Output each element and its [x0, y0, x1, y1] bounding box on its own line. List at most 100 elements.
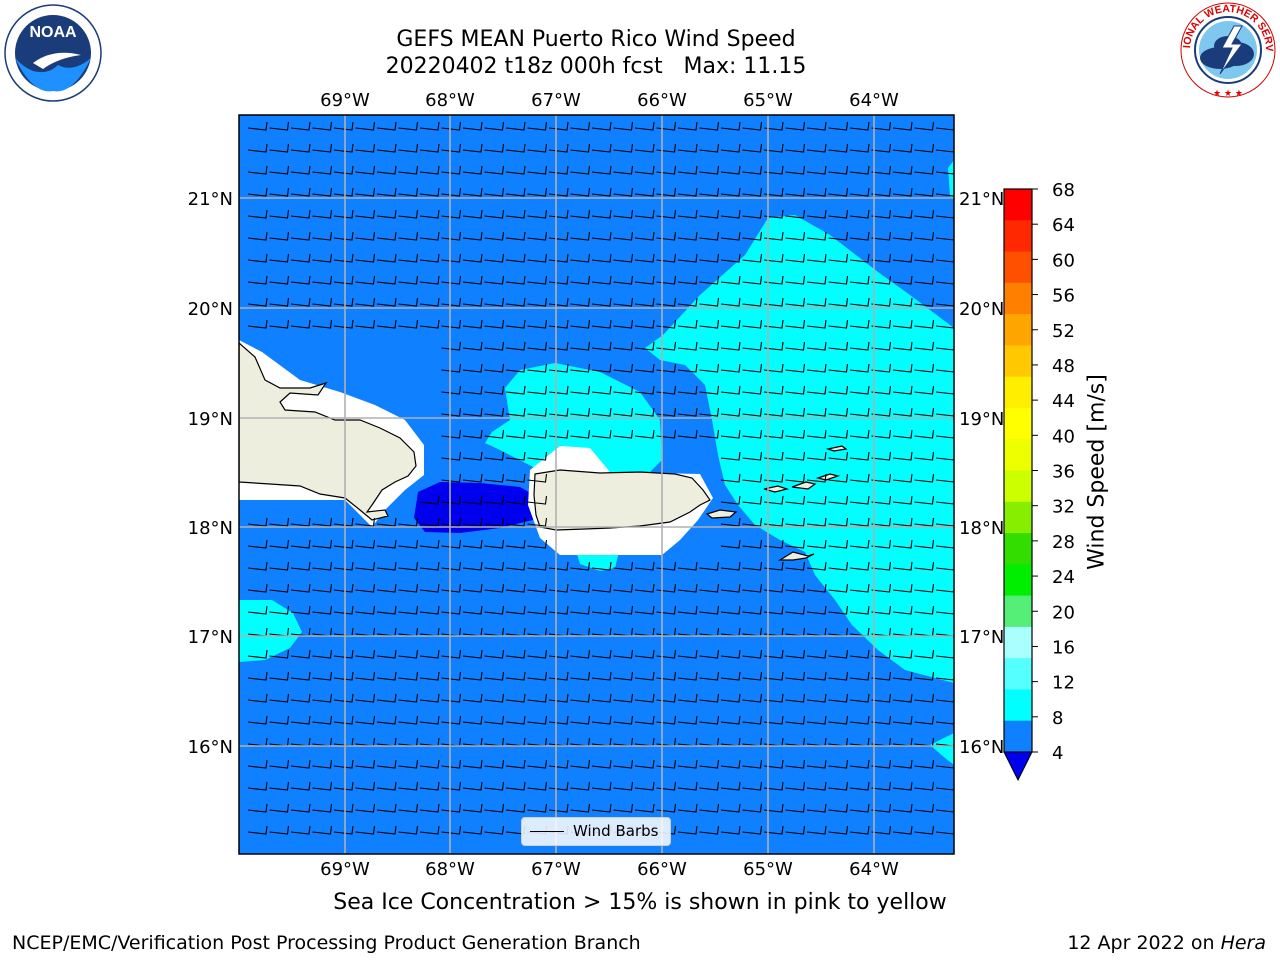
wind-barb — [441, 385, 462, 395]
wind-barb — [355, 253, 376, 263]
wind-barb — [871, 319, 892, 329]
wind-barb — [849, 803, 870, 813]
wind-barb — [742, 473, 763, 483]
chart-title: GEFS MEAN Puerto Rico Wind Speed — [396, 27, 796, 52]
wind-barb — [376, 605, 397, 615]
wind-barb — [527, 539, 548, 549]
colorbar-band — [1004, 282, 1032, 315]
wind-barb — [785, 165, 806, 175]
land-st-croix — [777, 551, 815, 561]
wind-barb — [247, 209, 268, 219]
wind-barb — [699, 715, 720, 725]
wind-barb — [570, 561, 591, 571]
wind-barb — [849, 561, 870, 571]
wind-barb — [806, 561, 827, 571]
wind-barb — [484, 209, 505, 219]
wind-barb — [763, 407, 784, 417]
wind-barb — [613, 385, 634, 395]
wind-barb — [871, 275, 892, 285]
wind-barb — [398, 759, 419, 769]
wind-barb — [871, 473, 892, 483]
colorbar-band — [1004, 407, 1032, 440]
wind-barb — [935, 477, 954, 483]
wind-barb — [548, 121, 569, 131]
wind-barb — [914, 759, 935, 769]
lon-label-bottom: 65°W — [743, 859, 793, 880]
wind-barb — [699, 649, 720, 659]
wind-barb — [290, 671, 311, 681]
lat-label-right: 17°N — [959, 627, 1004, 648]
wind-barb — [462, 275, 483, 285]
wind-barb — [398, 825, 419, 835]
wind-barb — [462, 165, 483, 175]
wind-barb — [419, 231, 440, 241]
wind-barb — [699, 803, 720, 813]
wind-barb — [935, 741, 954, 747]
wind-barb — [871, 187, 892, 197]
wind-barb — [548, 649, 569, 659]
colorbar-band — [1004, 533, 1032, 565]
wind-barb — [355, 693, 376, 703]
wind-barb — [871, 517, 892, 527]
wind-barb — [419, 319, 440, 329]
wind-barb — [441, 319, 462, 329]
colorbar-tick-label: 64 — [1052, 215, 1075, 236]
wind-barb — [763, 539, 784, 549]
wind-barb — [376, 583, 397, 593]
wind-barb — [785, 121, 806, 131]
wind-barb — [398, 253, 419, 263]
land-anguilla — [825, 445, 848, 452]
wind-barb — [247, 165, 268, 175]
wind-barb — [419, 715, 440, 725]
wind-barb — [935, 389, 954, 395]
wind-barb — [613, 121, 634, 131]
wind-barb — [763, 649, 784, 659]
wind-barb — [484, 825, 505, 835]
wind-barb — [247, 693, 268, 703]
wind-barb — [591, 363, 612, 373]
wind-barb — [763, 693, 784, 703]
colorbar-tick-label: 20 — [1052, 602, 1075, 623]
wind-barb — [441, 693, 462, 703]
wind-barb — [505, 143, 526, 153]
wind-barb — [505, 473, 526, 483]
wind-barb — [849, 121, 870, 131]
wind-barb — [634, 165, 655, 175]
wind-barb — [935, 411, 954, 417]
lat-label-left: 17°N — [188, 627, 233, 648]
wind-barb — [849, 825, 870, 835]
wind-barb — [247, 253, 268, 263]
wind-barb — [720, 143, 741, 153]
wind-barb — [785, 649, 806, 659]
wind-barb — [333, 143, 354, 153]
wind-barb — [376, 275, 397, 285]
wind-barb — [785, 451, 806, 461]
wind-barb — [484, 451, 505, 461]
wind-barb — [763, 231, 784, 241]
wind-barb — [871, 825, 892, 835]
wind-barb — [269, 759, 290, 769]
colorbar-tick-label: 60 — [1052, 250, 1075, 271]
wind-barb — [785, 319, 806, 329]
wind-barb — [699, 143, 720, 153]
wind-barb — [806, 165, 827, 175]
wind-barb — [591, 121, 612, 131]
wind-barb — [376, 165, 397, 175]
lat-label-right: 18°N — [959, 518, 1004, 539]
wind-barb — [892, 803, 913, 813]
wind-barb — [720, 231, 741, 241]
wind-barb — [785, 759, 806, 769]
wind-barb — [376, 825, 397, 835]
wind-barb — [570, 121, 591, 131]
wind-barb — [527, 407, 548, 417]
wind-barb — [505, 539, 526, 549]
wind-barb — [720, 363, 741, 373]
wind-barb — [398, 583, 419, 593]
wind-barb — [570, 187, 591, 197]
wind-barb — [548, 781, 569, 791]
wind-barb — [785, 407, 806, 417]
wind-barb — [527, 495, 548, 505]
wind-barb — [312, 121, 333, 131]
wind-barb — [527, 165, 548, 175]
footer-date: 12 Apr 2022 on Hera — [1067, 932, 1266, 954]
